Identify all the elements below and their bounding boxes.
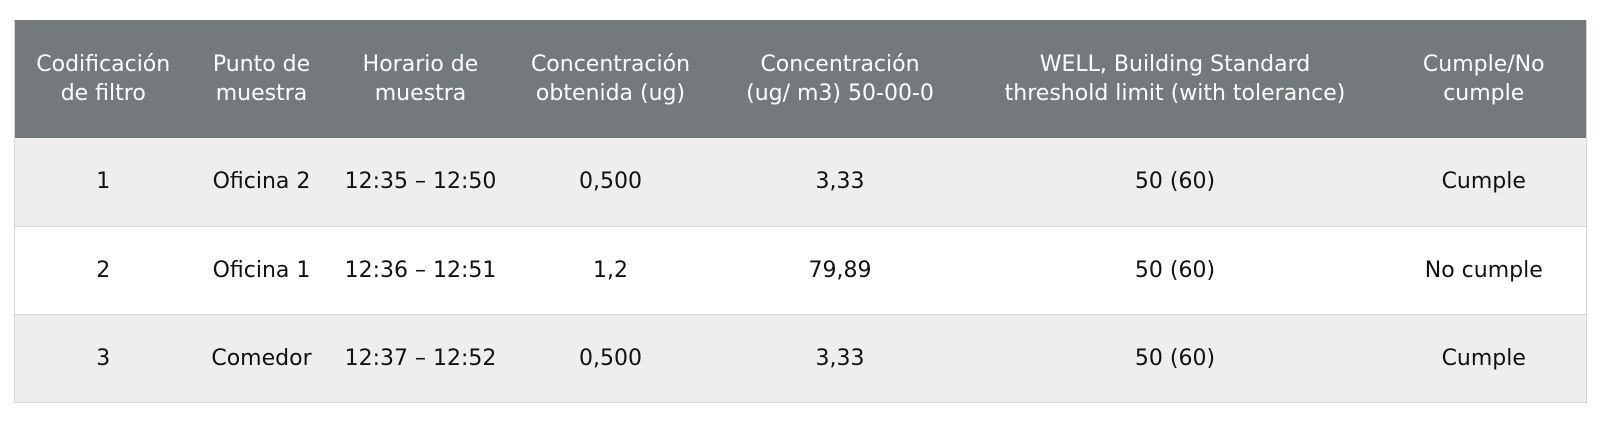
table-row: 1 Oficina 2 12:35 – 12:50 0,500 3,33 50 … bbox=[14, 138, 1587, 226]
results-table-container: Codificación de filtro Punto de muestra … bbox=[14, 20, 1587, 403]
results-table: Codificación de filtro Punto de muestra … bbox=[14, 20, 1587, 403]
cell-sample-time: 12:35 – 12:50 bbox=[344, 169, 497, 195]
header-line: WELL, Building Standard bbox=[1039, 52, 1311, 77]
cell-sample-point: Oficina 1 bbox=[212, 257, 311, 283]
cell-sample-point: Oficina 2 bbox=[212, 169, 311, 195]
cell-filter-code: 2 bbox=[96, 257, 111, 283]
cell-concentration-ugm3: 3,33 bbox=[815, 169, 865, 195]
cell-compliance: No cumple bbox=[1424, 257, 1543, 283]
table-body: 1 Oficina 2 12:35 – 12:50 0,500 3,33 50 … bbox=[14, 138, 1587, 402]
header-line: Horario de bbox=[362, 52, 479, 77]
cell-concentration-ug: 1,2 bbox=[593, 257, 628, 283]
header-line: obtenida (ug) bbox=[535, 81, 686, 106]
header-line: de filtro bbox=[60, 81, 146, 106]
cell-sample-time: 12:37 – 12:52 bbox=[344, 345, 497, 371]
header-line: cumple bbox=[1443, 81, 1525, 106]
cell-concentration-ug: 0,500 bbox=[579, 169, 642, 195]
header-sample-time: Horario de muestra bbox=[332, 20, 510, 138]
header-well-threshold: WELL, Building Standard threshold limit … bbox=[969, 20, 1382, 138]
header-filter-code: Codificación de filtro bbox=[15, 20, 192, 138]
cell-well-threshold: 50 (60) bbox=[1134, 257, 1216, 283]
header-row: Codificación de filtro Punto de muestra … bbox=[14, 20, 1587, 138]
cell-well-threshold: 50 (60) bbox=[1134, 345, 1216, 371]
header-line: Codificación bbox=[36, 52, 171, 77]
cell-concentration-ugm3: 3,33 bbox=[815, 345, 865, 371]
table-header: Codificación de filtro Punto de muestra … bbox=[14, 20, 1587, 138]
table-row: 3 Comedor 12:37 – 12:52 0,500 3,33 50 (6… bbox=[14, 314, 1587, 402]
header-line: Cumple/No bbox=[1422, 52, 1545, 77]
header-line: Concentración bbox=[530, 52, 691, 77]
header-concentration-ug: Concentración obtenida (ug) bbox=[510, 20, 712, 138]
cell-filter-code: 3 bbox=[96, 345, 111, 371]
header-line: (ug/ m3) 50-00-0 bbox=[746, 81, 934, 106]
header-concentration-ugm3: Concentración (ug/ m3) 50-00-0 bbox=[712, 20, 969, 138]
cell-well-threshold: 50 (60) bbox=[1134, 169, 1216, 195]
table-row: 2 Oficina 1 12:36 – 12:51 1,2 79,89 50 (… bbox=[14, 226, 1587, 314]
header-line: muestra bbox=[215, 81, 308, 106]
cell-filter-code: 1 bbox=[96, 169, 111, 195]
header-sample-point: Punto de muestra bbox=[192, 20, 332, 138]
header-compliance: Cumple/No cumple bbox=[1382, 20, 1587, 138]
cell-concentration-ugm3: 79,89 bbox=[808, 257, 872, 283]
cell-compliance: Cumple bbox=[1441, 169, 1526, 195]
cell-concentration-ug: 0,500 bbox=[579, 345, 642, 371]
cell-sample-time: 12:36 – 12:51 bbox=[344, 257, 497, 283]
header-line: Punto de bbox=[212, 52, 311, 77]
header-line: threshold limit (with tolerance) bbox=[1004, 81, 1346, 106]
cell-compliance: Cumple bbox=[1441, 345, 1526, 371]
cell-sample-point: Comedor bbox=[211, 345, 312, 371]
header-line: Concentración bbox=[760, 52, 920, 77]
header-line: muestra bbox=[374, 81, 467, 106]
